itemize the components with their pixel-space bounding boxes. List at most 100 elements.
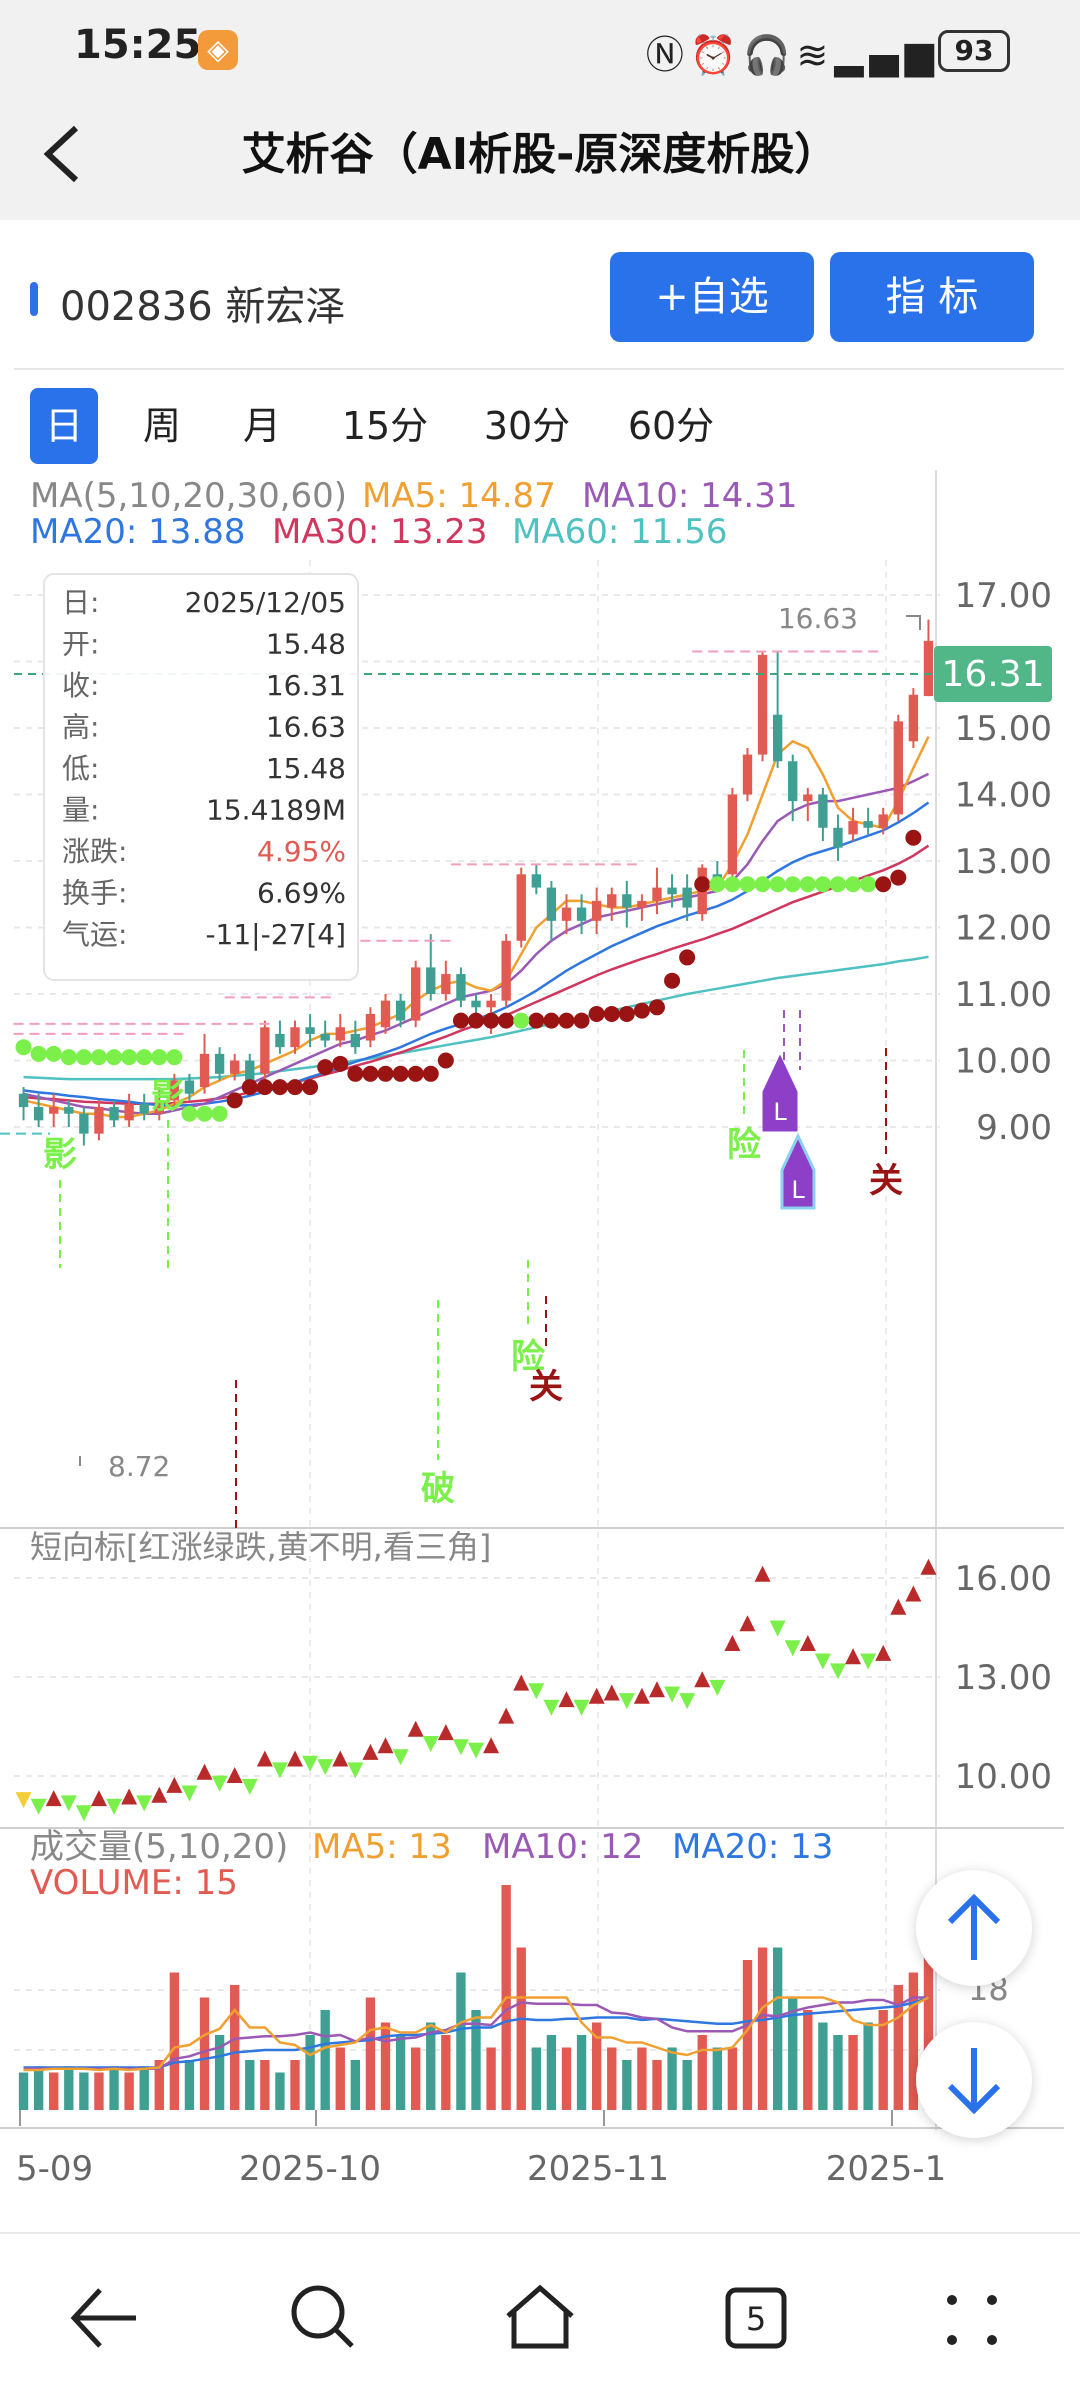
short-axis-label: 10.00 [955,1757,1052,1797]
candle-body [471,1000,481,1008]
nav-menu-icon[interactable] [947,2295,997,2345]
trend-triangle [528,1683,545,1700]
volume-bar [546,2035,557,2110]
ma10-legend: MA10: 14.31 [582,476,797,516]
signal-label-xian: 险 [727,1125,762,1165]
volume-bar [33,2066,44,2110]
candle-body [395,1000,406,1021]
signal-dot [136,1049,153,1066]
page-title: 艾析谷（AI析股-原深度析股） [241,129,839,180]
trend-triangle [573,1699,590,1716]
info-value: 15.48 [266,752,346,785]
candle-body [94,1107,104,1134]
candle-body [486,1000,496,1008]
stock-chart[interactable]: MA(5,10,20,30,60) MA5: 14.87 MA10: 14.31… [0,470,1080,2210]
tab-15min[interactable]: 15分 [341,404,429,448]
info-value: 2025/12/05 [185,586,346,619]
signal-dot [754,876,771,893]
trend-triangle [588,1687,605,1704]
volume-bar [49,2072,59,2110]
nav-home-icon[interactable] [506,2284,574,2349]
signal-dot [437,1052,454,1069]
trend-triangle [90,1790,107,1807]
candle-body [516,874,526,941]
volume-value: VOLUME: 15 [30,1863,238,1903]
signal-dot [377,1065,394,1082]
scroll-up-button[interactable] [916,1870,1032,1986]
tab-30min[interactable]: 30分 [483,404,571,448]
candle-body [33,1107,44,1121]
candle-body [380,1000,391,1028]
signal-dot [60,1049,77,1066]
candle-body [49,1107,59,1114]
signal-dot [75,1049,92,1066]
volume-ma20: MA20: 13 [672,1827,833,1867]
signal-dot [814,876,831,893]
candle-body [139,1103,149,1114]
volume-bar [441,2035,451,2110]
browser-nav-bar: 5 [0,2232,1080,2402]
signal-dot [468,1012,484,1029]
tab-60min[interactable]: 60分 [627,404,715,448]
trend-triangle [181,1785,198,1802]
volume-bar [833,2035,843,2110]
trend-triangle [860,1653,877,1670]
trend-triangle [709,1679,726,1696]
info-key: 气运: [62,918,127,951]
price-tick-label: 15.00 [955,709,1052,749]
svg-text:5: 5 [746,2300,766,2338]
volume-bar [79,2072,89,2110]
trend-triangle [106,1798,123,1815]
info-key: 高: [62,711,99,744]
current-price-label: 16.31 [941,654,1044,695]
nav-icons: 5 [70,2284,997,2349]
volume-bar [652,2060,662,2110]
price-tick-label: 14.00 [955,776,1052,816]
trend-triangle [920,1558,937,1575]
scroll-down-button[interactable] [916,2022,1032,2138]
signal-dot [664,972,681,989]
back-button[interactable] [30,114,100,194]
volume-bar [607,2047,617,2110]
trend-triangle [136,1795,153,1812]
candle-body [350,1033,361,1048]
volume-bar [94,2072,104,2110]
volume-bar [275,2072,285,2110]
trend-triangle [498,1707,515,1724]
candle-body [426,967,436,994]
candle-body [667,887,677,895]
nav-tabs-icon[interactable]: 5 [725,2287,787,2349]
nav-back-icon[interactable] [70,2288,136,2348]
signal-dot [679,949,696,966]
info-value: 16.31 [266,669,346,702]
trend-triangle [377,1737,394,1754]
add-watchlist-button[interactable]: +自选 [610,252,814,342]
tab-week[interactable]: 周 [142,404,181,448]
tab-month[interactable]: 月 [242,404,281,448]
volume-bar [727,2047,738,2110]
signal-dot [30,1045,47,1062]
signal-dot [211,1105,228,1122]
tab-day[interactable]: 日 [30,388,98,464]
volume-bar [923,1922,934,2110]
nav-search-icon[interactable] [291,2285,354,2348]
candle-body [199,1053,210,1088]
short-indicator-axis: 16.00 13.00 10.00 [14,1559,1052,1797]
indicator-button[interactable]: 指 标 [830,252,1034,342]
signal-dot [452,1012,469,1029]
arrow-up-icon [947,1893,1001,1960]
candle-body [109,1107,119,1121]
candle-body [607,894,617,908]
trend-triangle [30,1798,47,1815]
candle-body [305,1027,315,1034]
trend-triangle [558,1691,575,1708]
trend-triangle [890,1598,907,1615]
volume-bar [531,2047,542,2110]
trend-triangle [211,1775,228,1792]
signal-dot [317,1059,334,1076]
signal-dot [905,829,922,846]
candle-body [169,1080,180,1101]
signal-dot [498,1012,515,1029]
info-value: 15.48 [266,628,346,661]
volume-bar [486,2047,496,2110]
